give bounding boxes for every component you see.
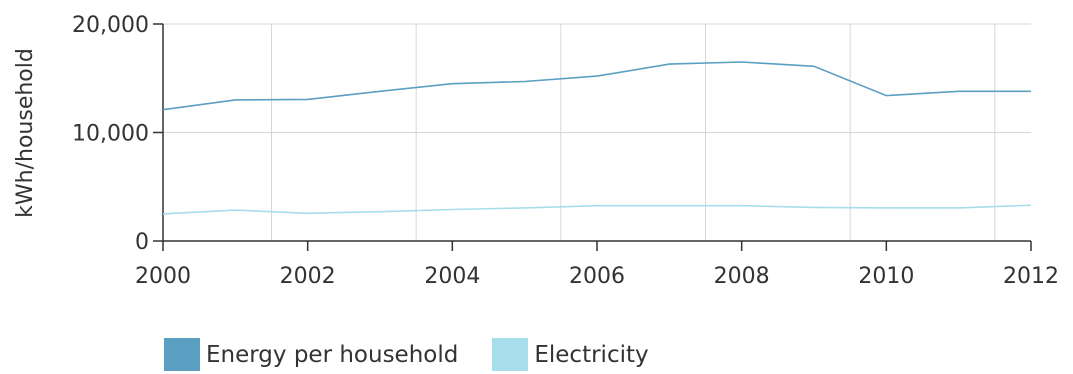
legend-item-energy[interactable]: Energy per household — [164, 338, 458, 371]
grid-layer — [163, 23, 1031, 241]
legend-item-electricity[interactable]: Electricity — [492, 338, 649, 371]
y-tick-label: 0 — [135, 230, 149, 255]
y-tick-label: 10,000 — [72, 122, 149, 147]
x-tick-label: 2006 — [569, 264, 625, 289]
line-chart: 0 10,000 20,000 2000 2002 2004 2006 2008 2010 201… — [13, 13, 1059, 289]
legend-label-electricity: Electricity — [534, 341, 649, 368]
x-tick-label: 2002 — [280, 264, 336, 289]
x-tick-label: 2000 — [135, 264, 191, 289]
series-layer — [162, 61, 1032, 215]
x-tick-label: 2012 — [1003, 264, 1059, 289]
legend-swatch-electricity — [492, 338, 529, 371]
legend-label-energy: Energy per household — [206, 341, 459, 368]
y-tick-label: 20,000 — [72, 13, 149, 38]
y-axis-label: kWh/household — [13, 48, 38, 218]
legend-swatch-energy — [164, 338, 200, 371]
series-line-energy[interactable] — [162, 61, 1031, 111]
x-tick-label: 2008 — [714, 264, 770, 289]
legend: Energy per household Electricity — [164, 338, 683, 371]
x-tick-label: 2010 — [858, 264, 914, 289]
axis-layer: 0 10,000 20,000 2000 2002 2004 2006 2008 2010 201… — [72, 13, 1059, 289]
x-tick-label: 2004 — [424, 264, 480, 289]
series-line-electricity[interactable] — [162, 204, 1032, 215]
